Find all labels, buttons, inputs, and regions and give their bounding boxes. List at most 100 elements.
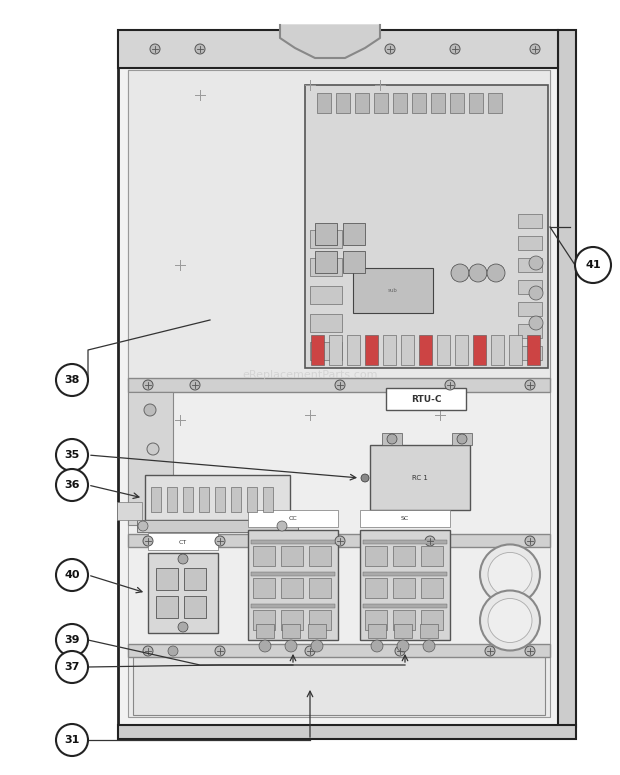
Bar — [309, 610, 331, 630]
Bar — [455, 335, 468, 365]
Bar — [355, 93, 369, 113]
Bar — [118, 725, 576, 739]
Bar — [199, 487, 209, 512]
Circle shape — [445, 380, 455, 390]
Circle shape — [56, 624, 88, 656]
Circle shape — [56, 469, 88, 501]
Bar — [363, 604, 447, 608]
Text: SC: SC — [401, 516, 409, 522]
Circle shape — [305, 646, 315, 656]
Circle shape — [529, 286, 543, 300]
Bar — [248, 510, 338, 527]
Text: 41: 41 — [585, 260, 601, 270]
Circle shape — [457, 434, 467, 444]
Bar — [363, 540, 447, 544]
Bar — [128, 547, 550, 645]
Circle shape — [525, 536, 535, 546]
Text: 38: 38 — [64, 375, 80, 385]
Text: CC: CC — [289, 516, 298, 522]
Circle shape — [190, 380, 200, 390]
Bar — [343, 223, 365, 245]
Bar — [363, 572, 447, 576]
Circle shape — [480, 545, 540, 604]
Bar — [282, 624, 300, 638]
Bar — [518, 258, 542, 272]
Bar — [393, 546, 415, 566]
Bar — [281, 546, 303, 566]
Bar — [365, 546, 387, 566]
Bar — [308, 624, 326, 638]
Bar — [281, 578, 303, 598]
Bar — [253, 578, 275, 598]
Bar — [248, 530, 338, 640]
Bar — [347, 335, 360, 365]
Bar — [393, 578, 415, 598]
Circle shape — [575, 247, 611, 283]
Circle shape — [143, 380, 153, 390]
Circle shape — [451, 264, 469, 282]
Circle shape — [56, 651, 88, 683]
Bar — [310, 314, 342, 332]
Bar — [309, 578, 331, 598]
Bar — [518, 280, 542, 294]
Circle shape — [215, 646, 225, 656]
Bar — [353, 268, 433, 313]
Bar — [421, 610, 443, 630]
Bar — [518, 346, 542, 360]
Circle shape — [56, 724, 88, 756]
Circle shape — [259, 640, 271, 652]
Bar — [386, 388, 466, 410]
Bar — [281, 610, 303, 630]
Circle shape — [178, 622, 188, 632]
Bar — [374, 93, 388, 113]
Bar — [231, 487, 241, 512]
Circle shape — [423, 640, 435, 652]
Bar — [317, 93, 331, 113]
Circle shape — [469, 264, 487, 282]
Bar — [558, 30, 576, 727]
Bar — [184, 596, 206, 618]
Bar — [394, 624, 412, 638]
Bar — [383, 335, 396, 365]
Bar — [145, 475, 290, 520]
Circle shape — [395, 646, 405, 656]
Bar — [382, 433, 402, 445]
Bar — [450, 93, 464, 113]
Bar — [343, 251, 365, 273]
Bar — [128, 644, 550, 657]
Bar — [368, 624, 386, 638]
Circle shape — [277, 521, 287, 531]
Bar — [469, 93, 483, 113]
Bar — [309, 546, 331, 566]
Circle shape — [56, 439, 88, 471]
Circle shape — [529, 316, 543, 330]
Bar — [518, 302, 542, 316]
Bar — [215, 487, 225, 512]
Bar — [184, 568, 206, 590]
Bar — [128, 534, 550, 547]
Bar — [473, 335, 486, 365]
Circle shape — [195, 44, 205, 54]
Bar — [360, 510, 450, 527]
Bar — [336, 93, 350, 113]
Bar — [148, 533, 218, 550]
Bar — [420, 624, 438, 638]
Bar — [128, 378, 550, 392]
Bar — [509, 335, 522, 365]
Bar — [360, 530, 450, 640]
Bar — [128, 392, 173, 525]
Circle shape — [215, 536, 225, 546]
Bar — [518, 324, 542, 338]
Bar — [365, 610, 387, 630]
Bar — [393, 93, 407, 113]
Bar — [488, 93, 502, 113]
Text: CT: CT — [179, 539, 187, 545]
Bar — [393, 610, 415, 630]
Circle shape — [143, 646, 153, 656]
Bar — [315, 223, 337, 245]
Bar — [151, 487, 161, 512]
Text: sub: sub — [388, 288, 398, 294]
Circle shape — [425, 536, 435, 546]
Bar — [365, 335, 378, 365]
Bar — [518, 236, 542, 250]
